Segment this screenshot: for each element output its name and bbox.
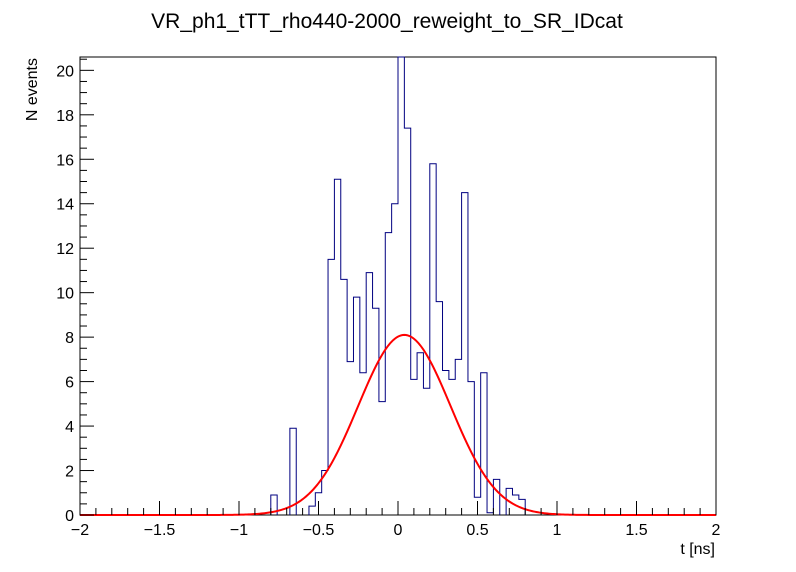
y-axis-label: N events: [24, 58, 41, 121]
y-tick-label: 2: [65, 464, 74, 481]
x-tick-label: −0.5: [303, 522, 335, 539]
x-tick-label: −2: [71, 522, 89, 539]
y-tick-label: 14: [56, 197, 74, 214]
x-tick-label: −1: [230, 522, 248, 539]
y-tick-label: 16: [56, 152, 74, 169]
histogram-outline: [270, 56, 526, 515]
x-tick-label: 2: [712, 522, 721, 539]
x-tick-label: 1: [553, 522, 562, 539]
y-tick-label: 0: [65, 508, 74, 525]
y-tick-label: 12: [56, 241, 74, 258]
y-tick-label: 6: [65, 375, 74, 392]
x-tick-label: −1.5: [144, 522, 176, 539]
x-tick-label: 0.5: [466, 522, 488, 539]
histogram: [270, 56, 526, 515]
y-tick-label: 8: [65, 330, 74, 347]
y-tick-label: 4: [65, 419, 74, 436]
x-axis: −2 −1.5 −1 −0.5 0 0.5 1 1.5 2: [71, 501, 721, 539]
x-tick-label: 0: [394, 522, 403, 539]
y-tick-label: 10: [56, 286, 74, 303]
y-tick-label: 18: [56, 108, 74, 125]
y-axis: 0 2 4 6 8 10 12 14 16 18 20: [56, 58, 94, 525]
x-axis-label: t [ns]: [680, 541, 715, 558]
fit-curve: [80, 333, 716, 516]
y-tick-label: 20: [56, 63, 74, 80]
chart-title: VR_ph1_tTT_rho440-2000_reweight_to_SR_ID…: [151, 10, 623, 33]
x-tick-label: 1.5: [625, 522, 647, 539]
